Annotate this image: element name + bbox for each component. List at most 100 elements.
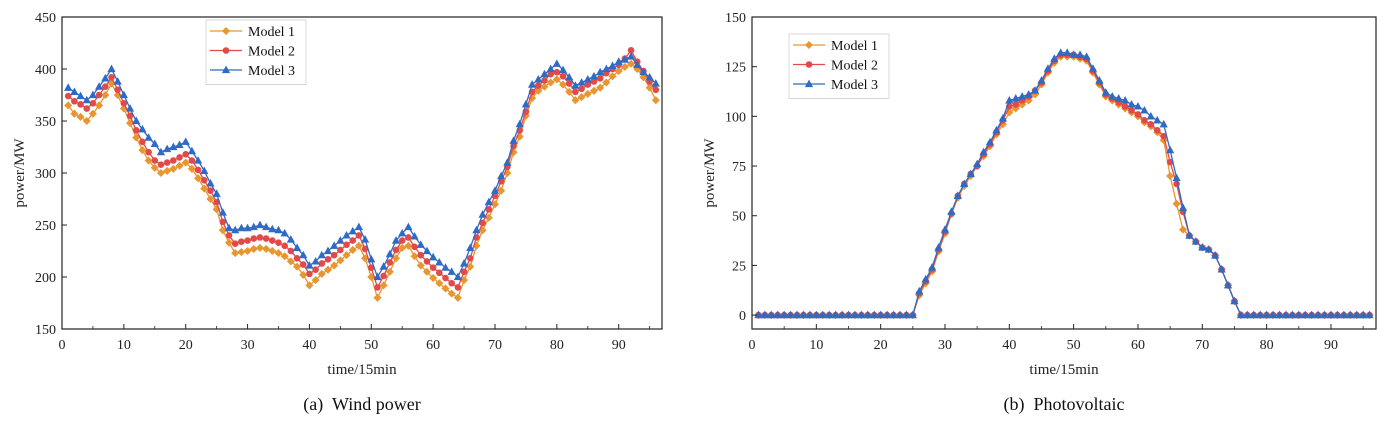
photovoltaic-point-model-2 (1153, 126, 1161, 134)
wind-power-point-model-1 (200, 184, 209, 193)
wind-power-point-model-2 (318, 260, 326, 267)
photovoltaic-point-model-3 (960, 179, 969, 188)
wind-power-line-model-1 (67, 63, 657, 300)
photovoltaic-legend-label: Model 2 (831, 59, 878, 74)
wind-power-point-model-1 (169, 164, 178, 173)
wind-power-point-model-2 (238, 238, 245, 245)
wind-power-point-model-3 (231, 225, 240, 234)
photovoltaic-point-model-3 (780, 310, 789, 319)
photovoltaic-point-model-3 (1333, 310, 1342, 319)
photovoltaic-y-tick-label: 50 (732, 210, 746, 225)
photovoltaic-point-model-3 (792, 310, 802, 319)
photovoltaic-point-model-3 (876, 310, 885, 319)
wind-power-point-model-3 (169, 142, 178, 151)
wind-power-legend-marker (222, 47, 230, 54)
wind-power-point-model-3 (144, 133, 153, 141)
wind-power-point-model-1 (404, 241, 413, 250)
photovoltaic-point-model-3 (1056, 48, 1065, 56)
wind-power-point-model-2 (553, 68, 561, 76)
wind-power-point-model-1 (540, 82, 549, 91)
wind-power-point-model-3 (608, 61, 617, 69)
wind-power-point-model-1 (187, 164, 196, 173)
wind-power-point-model-1 (181, 158, 190, 167)
wind-power-point-model-2 (120, 100, 128, 107)
wind-power-point-model-2 (281, 242, 288, 250)
wind-power-point-model-2 (337, 246, 344, 254)
photovoltaic-point-model-3 (1108, 92, 1117, 100)
photovoltaic-point-model-3 (773, 310, 782, 319)
wind-power-point-model-3 (398, 228, 407, 237)
wind-power-point-model-2 (269, 237, 276, 244)
wind-power-point-model-3 (132, 116, 141, 125)
wind-power-point-model-2 (170, 157, 177, 164)
wind-power-legend-item-model-3: Model 3 (210, 64, 295, 79)
wind-power-point-model-3 (70, 87, 79, 95)
wind-power-caption: (a) Wind power (303, 394, 420, 415)
photovoltaic-y-tick-label: 100 (725, 110, 746, 125)
wind-power-point-model-3 (175, 140, 184, 149)
wind-power-point-model-3 (150, 139, 159, 147)
wind-power-point-model-2 (225, 232, 233, 239)
photovoltaic-point-model-3 (760, 310, 769, 319)
wind-power-point-model-3 (373, 272, 382, 281)
wind-power-point-model-3 (317, 250, 326, 259)
photovoltaic-point-model-3 (1082, 52, 1091, 60)
photovoltaic-point-model-3 (1024, 90, 1033, 98)
wind-power-point-model-1 (280, 252, 289, 261)
wind-power-point-model-2 (132, 127, 140, 134)
wind-power-point-model-3 (95, 82, 104, 90)
wind-power-point-model-2 (77, 101, 84, 108)
wind-power-point-model-2 (349, 237, 357, 244)
photovoltaic-point-model-3 (1313, 310, 1323, 319)
wind-power-point-model-1 (410, 252, 419, 261)
photovoltaic-point-model-3 (1217, 264, 1226, 273)
wind-power-point-model-3 (521, 99, 531, 108)
wind-power-point-model-3 (596, 67, 605, 76)
photovoltaic-point-model-3 (850, 310, 860, 319)
wind-power-point-model-1 (416, 261, 425, 270)
wind-power-point-model-1 (323, 265, 333, 274)
photovoltaic-point-model-3 (1236, 310, 1246, 319)
photovoltaic-point-model-3 (1320, 310, 1329, 319)
photovoltaic-point-model-3 (1030, 86, 1040, 94)
wind-power-point-model-1 (490, 200, 500, 209)
wind-power-point-model-3 (367, 254, 376, 263)
wind-power-point-model-2 (176, 154, 183, 161)
wind-power-point-model-3 (274, 225, 283, 234)
wind-power-point-model-1 (237, 248, 246, 257)
wind-power-point-model-3 (571, 81, 580, 89)
wind-power-point-model-2 (262, 235, 270, 242)
wind-power-x-tick-label: 60 (426, 338, 440, 353)
photovoltaic-point-model-3 (1114, 94, 1123, 102)
wind-power-point-model-1 (70, 109, 79, 118)
wind-power-point-model-3 (620, 55, 629, 63)
photovoltaic-point-model-3 (1018, 92, 1027, 100)
wind-power-point-model-1 (589, 86, 598, 95)
wind-power-point-model-2 (652, 86, 660, 94)
wind-power-point-model-3 (546, 64, 555, 73)
wind-power-point-model-1 (299, 270, 308, 279)
wind-power-point-model-3 (336, 236, 345, 244)
photovoltaic-point-model-3 (979, 147, 988, 156)
wind-power-point-model-1 (82, 116, 91, 126)
wind-power-point-model-3 (125, 104, 135, 112)
wind-power-point-model-3 (385, 249, 394, 258)
wind-power-point-model-2 (157, 161, 165, 168)
wind-power-point-model-3 (497, 171, 506, 180)
photovoltaic-point-model-1 (1166, 171, 1175, 181)
wind-power-point-model-2 (114, 86, 121, 94)
wind-power-point-model-2 (448, 279, 455, 287)
wind-power-point-model-3 (218, 208, 227, 216)
wind-power-point-model-3 (626, 52, 636, 60)
photovoltaic-point-model-3 (1172, 173, 1181, 182)
wind-power-point-model-3 (107, 64, 116, 73)
wind-power-point-model-2 (188, 157, 196, 164)
photovoltaic-point-model-3 (805, 310, 815, 319)
photovoltaic-point-model-3 (1101, 88, 1110, 96)
wind-power-point-model-3 (348, 226, 357, 235)
wind-power-point-model-1 (620, 62, 629, 71)
photovoltaic-point-model-3 (1159, 119, 1168, 128)
wind-power-point-model-2 (312, 266, 319, 274)
wind-power-point-model-3 (163, 144, 172, 153)
wind-power-point-model-3 (478, 210, 487, 218)
